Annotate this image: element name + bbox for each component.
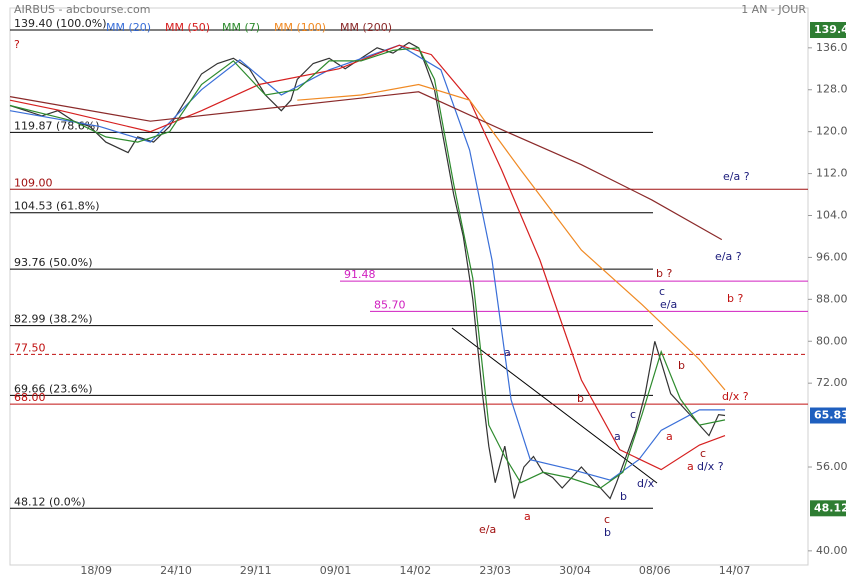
wave-annotation: b ? [656, 267, 672, 280]
y-tick-label: 88.00 [816, 292, 848, 305]
trend-line [451, 327, 658, 484]
moving-average [9, 47, 726, 489]
y-tick-label: 136.0 [816, 41, 848, 54]
wave-annotation: a [524, 510, 531, 523]
price-tag-label: 48.12 [814, 501, 849, 514]
chart-title: AIRBUS - abcbourse.com [14, 3, 150, 16]
y-tick-label: 112.0 [816, 167, 848, 180]
y-tick-label: 104.0 [816, 208, 848, 221]
x-tick-label: 29/11 [240, 564, 272, 577]
x-tick-label: 14/02 [400, 564, 432, 577]
legend-entry: MM (50) [165, 21, 210, 34]
wave-annotation: a [504, 346, 511, 359]
wave-annotation: b [604, 526, 611, 539]
wave-annotation: c [630, 408, 636, 421]
legend-entry: MM (20) [106, 21, 151, 34]
level-label: 104.53 (61.8%) [14, 200, 100, 213]
x-tick-label: 08/06 [639, 564, 671, 577]
x-tick-label: 18/09 [80, 564, 112, 577]
level-label: 68.00 [14, 391, 46, 404]
wave-annotation: e/a ? [715, 250, 742, 263]
moving-average [297, 83, 726, 391]
period-label: 1 AN - JOUR [741, 3, 806, 16]
wave-annotation: a [666, 430, 673, 443]
wave-annotation: d/x ? [722, 390, 749, 403]
y-tick-label: 128.0 [816, 83, 848, 96]
level-label: 85.70 [374, 298, 406, 311]
wave-annotation: a [687, 460, 694, 473]
y-tick-label: 40.00 [816, 544, 848, 557]
y-tick-label: 96.00 [816, 250, 848, 263]
wave-annotation: b [577, 392, 584, 405]
x-tick-label: 24/10 [160, 564, 192, 577]
moving-average [9, 91, 723, 241]
wave-annotation: c [700, 447, 706, 460]
price-tag [810, 407, 846, 424]
wave-annotation: ? [14, 38, 20, 51]
wave-annotation: e/a [660, 298, 677, 311]
y-tick-label: 120.0 [816, 125, 848, 138]
price-tag-label: 139.4 [814, 23, 849, 36]
level-label: 91.48 [344, 268, 376, 281]
legend-entry: MM (100) [274, 21, 326, 34]
price-tag [810, 500, 846, 517]
wave-annotation: d/x [637, 477, 655, 490]
y-tick-label: 72.00 [816, 376, 848, 389]
wave-annotation: b [620, 490, 627, 503]
wave-annotation: c [604, 513, 610, 526]
moving-average [9, 44, 726, 471]
level-label: 139.40 (100.0%) [14, 17, 107, 30]
price-tag [810, 22, 846, 39]
wave-annotation: e/a [479, 523, 496, 536]
wave-annotation: e/a ? [723, 170, 750, 183]
level-label: 109.00 [14, 176, 53, 189]
level-label: 82.99 (38.2%) [14, 313, 93, 326]
x-tick-label: 30/04 [559, 564, 591, 577]
wave-annotation: b [678, 359, 685, 372]
price-tag-label: 65.83 [814, 409, 849, 422]
legend-entry: MM (7) [222, 21, 260, 34]
wave-annotation: d/x ? [697, 460, 724, 473]
wave-annotation: a [614, 430, 621, 443]
level-label: 77.50 [14, 341, 46, 354]
x-tick-label: 23/03 [479, 564, 511, 577]
y-tick-label: 56.00 [816, 460, 848, 473]
level-label: 69.66 (23.6%) [14, 382, 93, 395]
y-tick-label: 80.00 [816, 334, 848, 347]
moving-average [9, 44, 725, 481]
level-label: 93.76 (50.0%) [14, 256, 93, 269]
wave-annotation: c [659, 285, 665, 298]
wave-annotation: b ? [727, 292, 743, 305]
x-tick-label: 14/07 [719, 564, 751, 577]
x-tick-label: 09/01 [320, 564, 352, 577]
legend-entry: MM (200) [340, 21, 392, 34]
plot-frame [9, 7, 809, 566]
level-label: 48.12 (0.0%) [14, 495, 86, 508]
